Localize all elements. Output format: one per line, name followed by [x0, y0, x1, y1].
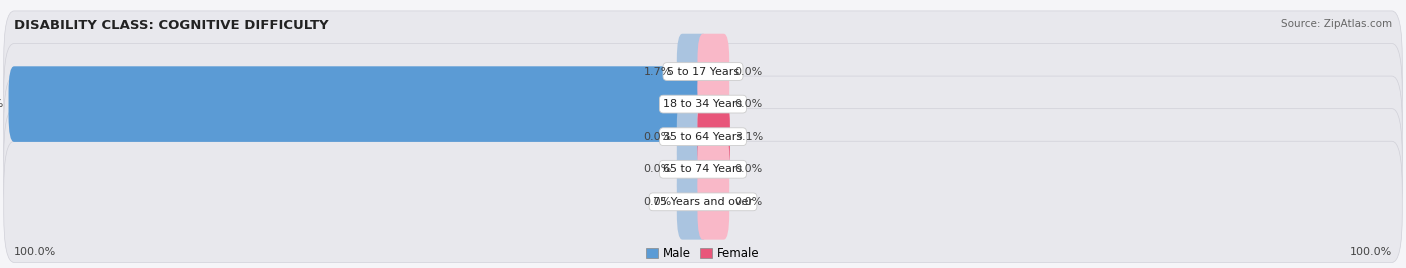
FancyBboxPatch shape [697, 34, 730, 109]
FancyBboxPatch shape [697, 132, 730, 207]
FancyBboxPatch shape [676, 99, 709, 174]
Legend: Male, Female: Male, Female [647, 247, 759, 260]
FancyBboxPatch shape [697, 66, 730, 142]
Text: 100.0%: 100.0% [1350, 247, 1392, 257]
Text: 65 to 74 Years: 65 to 74 Years [664, 164, 742, 174]
FancyBboxPatch shape [8, 66, 709, 142]
FancyBboxPatch shape [676, 164, 709, 240]
Text: 0.0%: 0.0% [734, 164, 762, 174]
Text: 1.7%: 1.7% [644, 66, 672, 77]
Text: 0.0%: 0.0% [644, 197, 672, 207]
Text: 100.0%: 100.0% [0, 99, 4, 109]
FancyBboxPatch shape [4, 109, 1402, 230]
Text: 3.1%: 3.1% [735, 132, 763, 142]
FancyBboxPatch shape [697, 99, 730, 174]
FancyBboxPatch shape [4, 141, 1402, 262]
Text: 0.0%: 0.0% [644, 164, 672, 174]
Text: 0.0%: 0.0% [734, 197, 762, 207]
FancyBboxPatch shape [4, 43, 1402, 165]
FancyBboxPatch shape [697, 164, 730, 240]
Text: DISABILITY CLASS: COGNITIVE DIFFICULTY: DISABILITY CLASS: COGNITIVE DIFFICULTY [14, 19, 329, 32]
FancyBboxPatch shape [4, 76, 1402, 197]
Text: 0.0%: 0.0% [734, 99, 762, 109]
Text: 100.0%: 100.0% [14, 247, 56, 257]
Text: 0.0%: 0.0% [644, 132, 672, 142]
Text: 0.0%: 0.0% [734, 66, 762, 77]
FancyBboxPatch shape [676, 132, 709, 207]
FancyBboxPatch shape [4, 11, 1402, 132]
Text: 75 Years and over: 75 Years and over [652, 197, 754, 207]
Text: 18 to 34 Years: 18 to 34 Years [664, 99, 742, 109]
Text: Source: ZipAtlas.com: Source: ZipAtlas.com [1281, 19, 1392, 29]
Text: 35 to 64 Years: 35 to 64 Years [664, 132, 742, 142]
FancyBboxPatch shape [676, 34, 709, 109]
Text: 5 to 17 Years: 5 to 17 Years [666, 66, 740, 77]
